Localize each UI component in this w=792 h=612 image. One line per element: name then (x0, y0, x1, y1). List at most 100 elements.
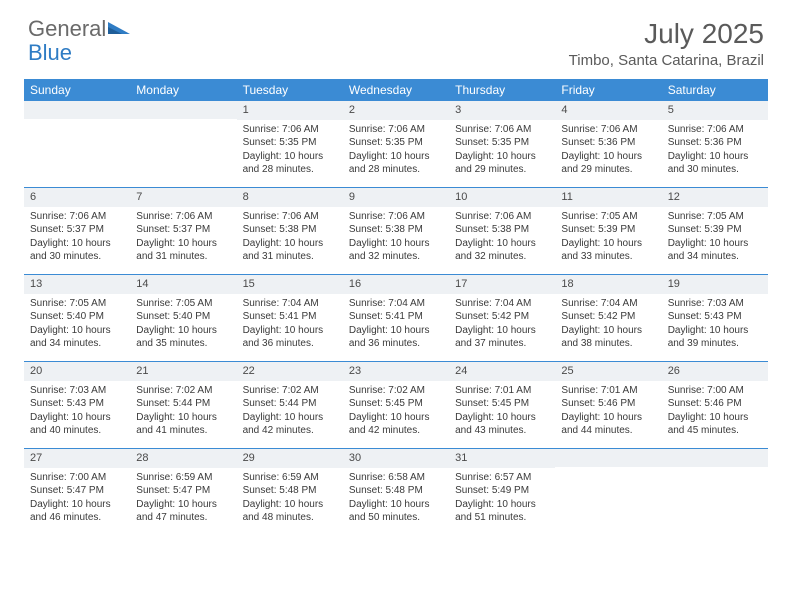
day-content: Sunrise: 6:58 AMSunset: 5:48 PMDaylight:… (343, 468, 449, 531)
day-number: 15 (237, 275, 343, 294)
day-cell: 27Sunrise: 7:00 AMSunset: 5:47 PMDayligh… (24, 449, 130, 535)
day-line: Daylight: 10 hours and 34 minutes. (668, 237, 762, 264)
day-number: 14 (130, 275, 236, 294)
day-cell: 4Sunrise: 7:06 AMSunset: 5:36 PMDaylight… (555, 101, 661, 187)
day-line: Daylight: 10 hours and 32 minutes. (349, 237, 443, 264)
day-content: Sunrise: 7:06 AMSunset: 5:37 PMDaylight:… (130, 207, 236, 270)
day-line: Sunrise: 7:03 AM (668, 297, 762, 311)
day-cell: 19 Sunrise: 7:03 AMSunset: 5:43 PMDayligh… (662, 275, 768, 361)
day-line: Sunset: 5:35 PM (349, 136, 443, 150)
day-number: 1 (237, 101, 343, 120)
day-line: Sunrise: 7:06 AM (243, 123, 337, 137)
day-content: Sunrise: 7:02 AMSunset: 5:44 PMDaylight:… (237, 381, 343, 444)
calendar: Sunday Monday Tuesday Wednesday Thursday… (0, 75, 792, 535)
day-line: Sunrise: 7:00 AM (668, 384, 762, 398)
day-number (555, 449, 661, 467)
day-line: Sunset: 5:48 PM (243, 484, 337, 498)
day-line: Sunset: 5:47 PM (30, 484, 124, 498)
day-line: Daylight: 10 hours and 34 minutes. (30, 324, 124, 351)
weeks-container: 1Sunrise: 7:06 AMSunset: 5:35 PMDaylight… (24, 101, 768, 535)
day-line: Sunset: 5:41 PM (243, 310, 337, 324)
day-line: Sunset: 5:37 PM (136, 223, 230, 237)
day-content: Sunrise: 6:59 AMSunset: 5:47 PMDaylight:… (130, 468, 236, 531)
logo-text-part2: Blue (28, 42, 72, 64)
day-cell: 6Sunrise: 7:06 AMSunset: 5:37 PMDaylight… (24, 188, 130, 274)
day-line: Daylight: 10 hours and 42 minutes. (349, 411, 443, 438)
day-cell: 13Sunrise: 7:05 AMSunset: 5:40 PMDayligh… (24, 275, 130, 361)
day-number: 17 (449, 275, 555, 294)
day-line: Daylight: 10 hours and 36 minutes. (243, 324, 337, 351)
day-line: Sunrise: 7:06 AM (455, 123, 549, 137)
day-content: Sunrise: 7:06 AMSunset: 5:35 PMDaylight:… (449, 120, 555, 183)
day-line: Daylight: 10 hours and 33 minutes. (561, 237, 655, 264)
day-line: Daylight: 10 hours and 31 minutes. (136, 237, 230, 264)
day-line: Daylight: 10 hours and 39 minutes. (668, 324, 762, 351)
day-number: 8 (237, 188, 343, 207)
day-line: Sunrise: 7:03 AM (30, 384, 124, 398)
day-line: Sunset: 5:38 PM (243, 223, 337, 237)
day-line: Sunset: 5:45 PM (349, 397, 443, 411)
day-number: 5 (662, 101, 768, 120)
day-number: 31 (449, 449, 555, 468)
day-line: Daylight: 10 hours and 31 minutes. (243, 237, 337, 264)
day-line: Daylight: 10 hours and 40 minutes. (30, 411, 124, 438)
day-line: Sunset: 5:39 PM (668, 223, 762, 237)
day-line: Sunrise: 6:57 AM (455, 471, 549, 485)
week-row: 13Sunrise: 7:05 AMSunset: 5:40 PMDayligh… (24, 274, 768, 361)
day-cell: 10Sunrise: 7:06 AMSunset: 5:38 PMDayligh… (449, 188, 555, 274)
day-cell (130, 101, 236, 187)
day-content: Sunrise: 7:04 AMSunset: 5:41 PMDaylight:… (237, 294, 343, 357)
day-number: 7 (130, 188, 236, 207)
day-number: 25 (555, 362, 661, 381)
day-line: Sunset: 5:42 PM (455, 310, 549, 324)
day-line: Daylight: 10 hours and 30 minutes. (30, 237, 124, 264)
day-line: Sunset: 5:35 PM (243, 136, 337, 150)
dayhead-sun: Sunday (24, 79, 130, 101)
day-number (130, 101, 236, 119)
day-header-row: Sunday Monday Tuesday Wednesday Thursday… (24, 79, 768, 101)
day-content: Sunrise: 7:06 AMSunset: 5:36 PMDaylight:… (555, 120, 661, 183)
day-number: 19 (662, 275, 768, 294)
day-number: 2 (343, 101, 449, 120)
day-content: Sunrise: 7:02 AMSunset: 5:44 PMDaylight:… (130, 381, 236, 444)
day-cell: 11Sunrise: 7:05 AMSunset: 5:39 PMDayligh… (555, 188, 661, 274)
day-number: 24 (449, 362, 555, 381)
day-cell: 26Sunrise: 7:00 AMSunset: 5:46 PMDayligh… (662, 362, 768, 448)
day-cell: 29Sunrise: 6:59 AMSunset: 5:48 PMDayligh… (237, 449, 343, 535)
day-number: 29 (237, 449, 343, 468)
day-cell: 28Sunrise: 6:59 AMSunset: 5:47 PMDayligh… (130, 449, 236, 535)
day-content: Sunrise: 6:57 AMSunset: 5:49 PMDaylight:… (449, 468, 555, 531)
day-number: 21 (130, 362, 236, 381)
day-line: Sunset: 5:35 PM (455, 136, 549, 150)
day-content: Sunrise: 7:00 AMSunset: 5:47 PMDaylight:… (24, 468, 130, 531)
day-line: Sunrise: 7:05 AM (30, 297, 124, 311)
day-line: Daylight: 10 hours and 28 minutes. (243, 150, 337, 177)
day-cell: 5Sunrise: 7:06 AMSunset: 5:36 PMDaylight… (662, 101, 768, 187)
day-line: Daylight: 10 hours and 44 minutes. (561, 411, 655, 438)
day-number: 23 (343, 362, 449, 381)
day-number: 9 (343, 188, 449, 207)
day-cell: 22Sunrise: 7:02 AMSunset: 5:44 PMDayligh… (237, 362, 343, 448)
dayhead-fri: Friday (555, 79, 661, 101)
day-line: Sunset: 5:43 PM (668, 310, 762, 324)
day-line: Daylight: 10 hours and 37 minutes. (455, 324, 549, 351)
day-line: Daylight: 10 hours and 36 minutes. (349, 324, 443, 351)
day-number: 3 (449, 101, 555, 120)
day-cell: 17Sunrise: 7:04 AMSunset: 5:42 PMDayligh… (449, 275, 555, 361)
day-cell: 7Sunrise: 7:06 AMSunset: 5:37 PMDaylight… (130, 188, 236, 274)
day-number: 22 (237, 362, 343, 381)
day-line: Daylight: 10 hours and 47 minutes. (136, 498, 230, 525)
day-line: Sunset: 5:46 PM (668, 397, 762, 411)
day-content: Sunrise: 7:06 AMSunset: 5:37 PMDaylight:… (24, 207, 130, 270)
location-text: Timbo, Santa Catarina, Brazil (569, 52, 764, 69)
day-line: Daylight: 10 hours and 45 minutes. (668, 411, 762, 438)
day-number: 10 (449, 188, 555, 207)
day-line: Sunrise: 7:02 AM (243, 384, 337, 398)
day-line: Sunset: 5:44 PM (243, 397, 337, 411)
day-line: Sunrise: 7:06 AM (349, 123, 443, 137)
day-content: Sunrise: 7:06 AMSunset: 5:38 PMDaylight:… (449, 207, 555, 270)
day-line: Daylight: 10 hours and 32 minutes. (455, 237, 549, 264)
logo-text-part1: General (28, 18, 106, 40)
day-line: Daylight: 10 hours and 35 minutes. (136, 324, 230, 351)
day-content: Sunrise: 7:06 AMSunset: 5:38 PMDaylight:… (343, 207, 449, 270)
